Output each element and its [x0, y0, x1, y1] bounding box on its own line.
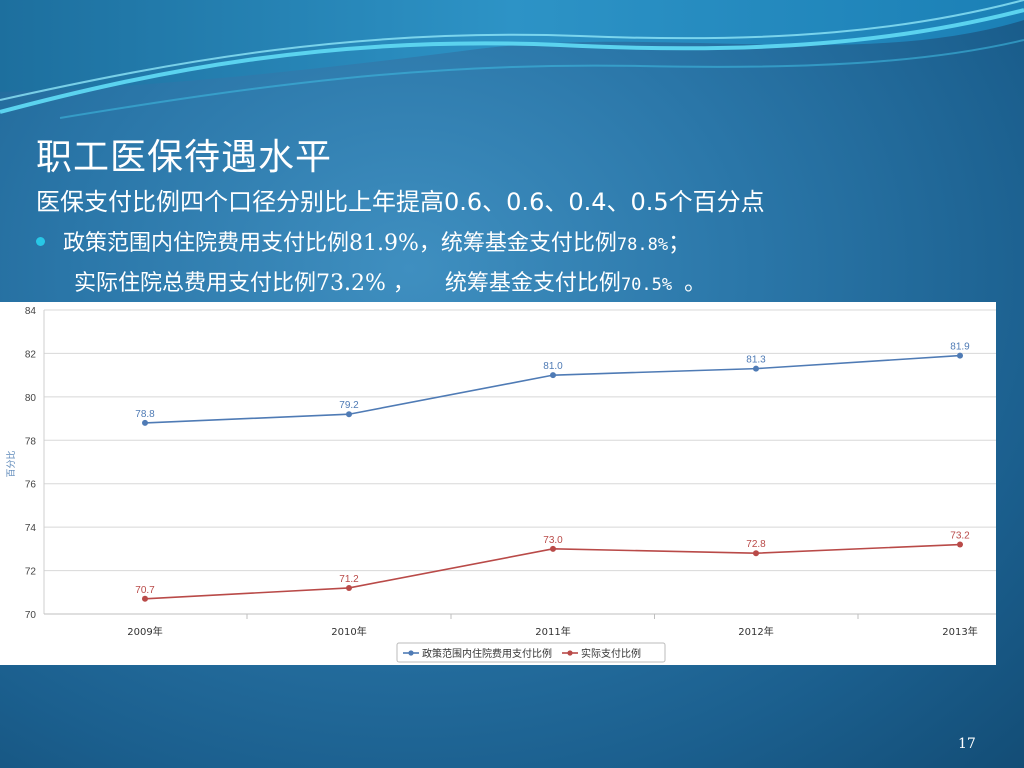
legend-swatch-marker [567, 650, 573, 656]
slide-subtitle: 医保支付比例四个口径分别比上年提高0.6、0.6、0.4、0.5个百分点 [36, 188, 765, 216]
data-label: 73.2 [950, 531, 970, 542]
chart-legend [396, 642, 666, 663]
data-point [142, 419, 148, 426]
y-tick-label: 72 [25, 567, 37, 578]
data-point [957, 352, 963, 359]
y-tick-label: 70 [25, 610, 37, 621]
legend-swatch-marker [408, 650, 414, 656]
line2-separator: ， [392, 271, 415, 296]
data-point [346, 411, 352, 418]
actual-ratio-line: 实际住院总费用支付比例73.2% ， 统筹基金支付比例70.5% 。 [74, 265, 706, 297]
data-point [346, 584, 352, 591]
data-point [753, 550, 759, 557]
data-point [957, 541, 963, 548]
page-number: 17 [958, 736, 976, 752]
bullet-dot-icon [36, 236, 45, 246]
y-tick-label: 74 [25, 523, 37, 534]
legend-label: 政策范围内住院费用支付比例 [422, 647, 552, 660]
y-tick-label: 80 [25, 393, 37, 404]
y-tick-label: 78 [25, 436, 37, 447]
fund-ratio-value: 78.8% [616, 235, 669, 255]
data-label: 71.2 [339, 574, 359, 585]
x-tick-label: 2013年 [942, 625, 977, 638]
data-point [550, 545, 556, 552]
data-label: 79.2 [339, 400, 359, 411]
y-tick-label: 76 [25, 480, 37, 491]
chart-panel: 70 72 74 76 78 80 82 84 2009年 2010年 2011年 2012年 2013… [0, 302, 996, 665]
bullet-end: ； [668, 231, 691, 256]
data-label: 72.8 [746, 539, 766, 550]
data-label: 81.3 [746, 355, 766, 366]
x-tick-label: 2012年 [738, 625, 773, 638]
data-label: 81.9 [950, 342, 970, 353]
decorative-wave-header [0, 0, 1024, 119]
line-chart: 70 72 74 76 78 80 82 84 2009年 2010年 2011年 2012年 2013… [5, 306, 996, 663]
series-line-2 [144, 543, 961, 600]
policy-ratio-value: 81.9% [349, 231, 419, 256]
bullet-text-1: 政策范围内住院费用支付比例 [63, 231, 350, 256]
data-point [142, 595, 148, 602]
y-axis-title: 百分比 [5, 450, 17, 477]
data-label: 78.8 [135, 409, 155, 420]
data-point [753, 365, 759, 372]
data-point [550, 372, 556, 379]
y-tick-label: 82 [25, 349, 37, 360]
data-label: 73.0 [543, 535, 563, 546]
line2-text-1: 实际住院总费用支付比例 [74, 271, 317, 296]
x-tick-label: 2010年 [331, 625, 366, 638]
line2-end: 。 [684, 271, 707, 296]
line2-text-2: 统筹基金支付比例 [444, 271, 621, 296]
bullet-text-2: ，统筹基金支付比例 [418, 231, 617, 256]
bullet-policy-ratio: 政策范围内住院费用支付比例81.9%，统筹基金支付比例78.8%； [36, 225, 690, 257]
data-label: 81.0 [543, 361, 563, 372]
y-tick-label: 84 [25, 306, 37, 317]
slide-title: 职工医保待遇水平 [36, 137, 333, 178]
actual-fund-ratio-value: 70.5% [620, 275, 673, 295]
x-tick-label: 2011年 [535, 625, 570, 638]
x-tick-label: 2009年 [127, 625, 162, 638]
data-label: 70.7 [135, 585, 155, 596]
actual-ratio-value: 73.2% [316, 271, 386, 296]
legend-label: 实际支付比例 [581, 647, 641, 660]
